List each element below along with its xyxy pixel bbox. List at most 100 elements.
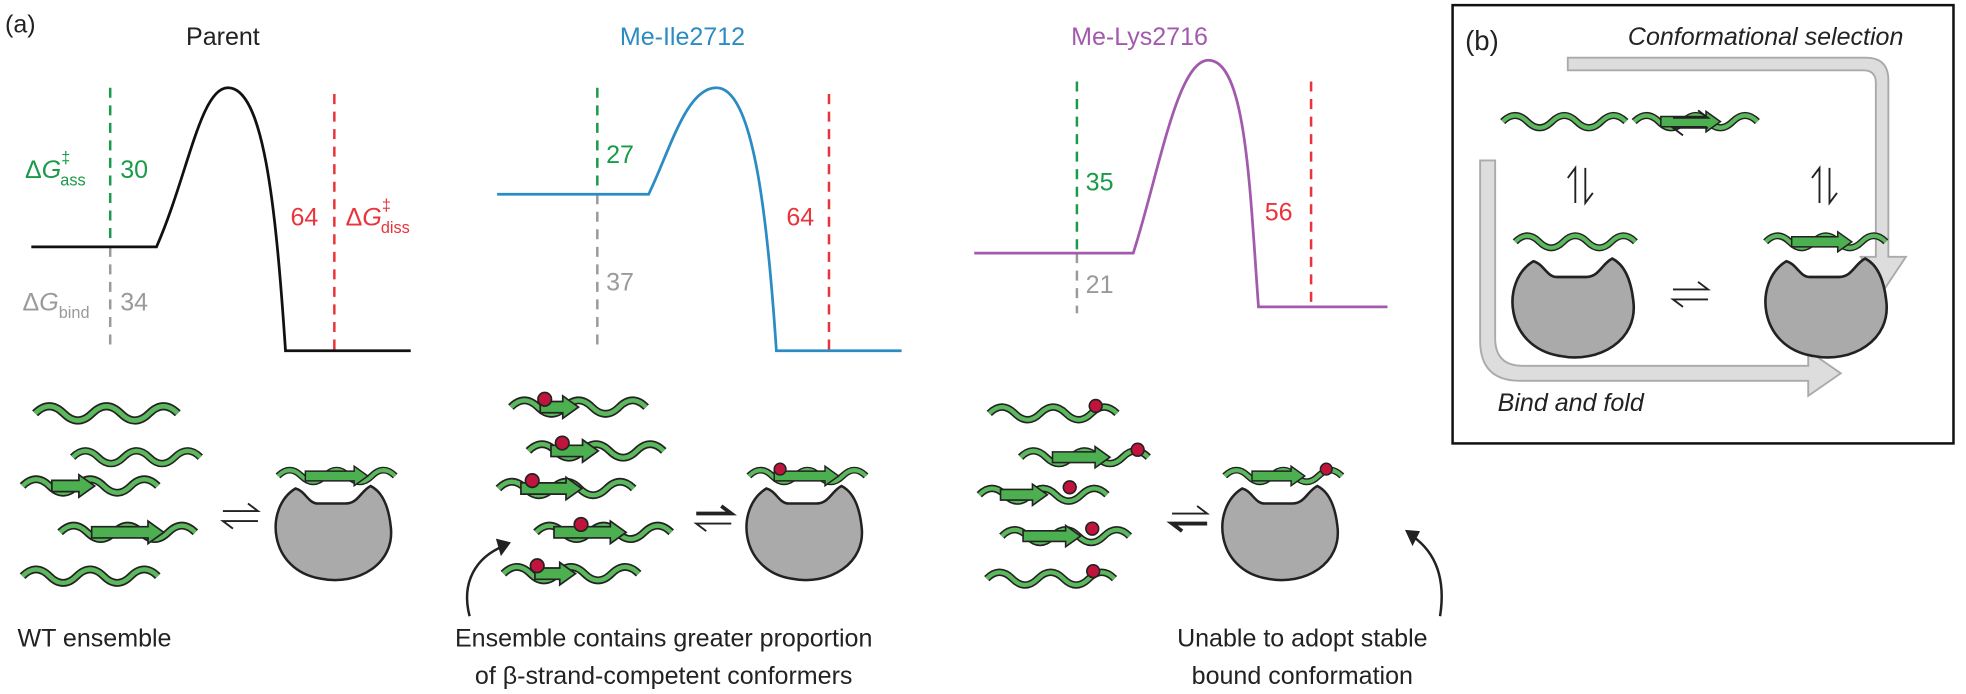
delta: Δ [346, 204, 363, 232]
pathway-label: Bind and fold [1498, 389, 1645, 417]
caption: Ensemble contains greater proportion [455, 624, 872, 652]
strand [1515, 236, 1635, 248]
forward-arrow [1828, 167, 1838, 206]
modification [1085, 521, 1100, 536]
reverse-arrow [1166, 521, 1208, 533]
profile-title: Me-Ile2712 [620, 23, 745, 51]
peptide [1515, 236, 1635, 248]
modification [537, 391, 553, 407]
modification [773, 462, 787, 476]
peptide [60, 519, 195, 546]
reverse-arrow [1811, 165, 1821, 203]
binding-protein [745, 484, 864, 582]
modification [1062, 480, 1077, 495]
peptide [278, 464, 395, 488]
pathway-arrow [1479, 159, 1843, 398]
equilibrium-arrows [1567, 165, 1594, 206]
beta-arrow [534, 560, 577, 587]
equilibrium-arrows [1811, 165, 1838, 206]
energy-profile [974, 58, 1388, 309]
strand [35, 406, 178, 420]
energy-profile [497, 86, 902, 353]
profile-title: Me-Lys2716 [1071, 23, 1208, 51]
subscript: ass [60, 171, 85, 189]
superscript: ‡ [61, 149, 70, 167]
pathway-arrow [1566, 56, 1908, 293]
peptide [1002, 521, 1130, 549]
variable: G [42, 156, 61, 184]
forward-arrow [222, 502, 261, 512]
binding-protein [1764, 257, 1888, 359]
strand [1503, 115, 1626, 127]
equilibrium-arrows [220, 502, 261, 530]
caption: of β-strand-competent conformers [475, 662, 852, 690]
pathway-label: Conformational selection [1628, 23, 1903, 51]
modification [1086, 564, 1101, 579]
beta-arrow [90, 519, 166, 546]
subscript: diss [381, 219, 410, 237]
peptide [987, 564, 1115, 585]
peptide [498, 473, 633, 502]
protein [1511, 257, 1636, 359]
forward-arrow [1584, 167, 1594, 206]
beta-arrow [553, 519, 628, 546]
binding-protein [274, 484, 393, 582]
modification [1319, 462, 1333, 476]
delta: Δ [23, 289, 40, 317]
peptide [979, 480, 1107, 507]
energy-profile [31, 86, 411, 353]
peptide [1225, 462, 1342, 488]
modification [529, 558, 545, 574]
peptide [1503, 115, 1626, 127]
caption: WT ensemble [18, 624, 172, 652]
protein [1221, 484, 1339, 582]
forward-arrow [1172, 505, 1210, 515]
delta: Δ [25, 156, 42, 184]
beta-arrow [50, 473, 97, 499]
peptide [503, 558, 638, 587]
beta-arrow [773, 464, 840, 488]
modification [524, 473, 540, 489]
peptide [528, 435, 663, 464]
reverse-arrow [1670, 126, 1709, 137]
superscript: ‡ [382, 197, 391, 215]
dg-diss-value: 56 [1265, 199, 1293, 227]
reverse-arrow [1670, 298, 1709, 308]
reverse-arrow [693, 522, 732, 532]
modification [1088, 398, 1103, 414]
dg-diss-value: 64 [786, 204, 814, 232]
equilibrium-arrows [1166, 505, 1210, 533]
dg-diss-value: 64 [291, 204, 319, 232]
caption: Unable to adopt stable [1177, 624, 1428, 652]
binding-protein [1221, 484, 1339, 582]
pointer-head [1405, 529, 1421, 547]
pointer-head [495, 538, 511, 557]
peptide [35, 406, 178, 420]
dg-bind-label: ΔGbind [23, 289, 90, 323]
pointer [465, 544, 504, 617]
strand [73, 451, 201, 464]
beta-arrow [1051, 445, 1112, 470]
drawing-layer [23, 56, 1908, 617]
peptide [536, 516, 671, 546]
dg-ass-value: 35 [1086, 168, 1114, 196]
beta-arrow [999, 482, 1049, 507]
beta-arrow [1251, 464, 1307, 488]
modification [1130, 442, 1145, 457]
beta-arrow [1790, 230, 1854, 254]
modification [573, 516, 589, 533]
dg-ass-value: 30 [120, 156, 148, 184]
dg-bind-value: 34 [120, 289, 148, 317]
peptide [749, 462, 866, 488]
forward-arrow [696, 504, 737, 516]
reverse-arrow [1567, 165, 1577, 203]
pointer [1411, 535, 1443, 617]
panel-box [1451, 3, 1955, 445]
peptide [73, 451, 201, 464]
reverse-arrow [220, 520, 258, 530]
caption: bound conformation [1192, 662, 1413, 690]
forward-arrow [1672, 109, 1711, 119]
peptide [23, 473, 158, 499]
peptide [1766, 230, 1886, 254]
